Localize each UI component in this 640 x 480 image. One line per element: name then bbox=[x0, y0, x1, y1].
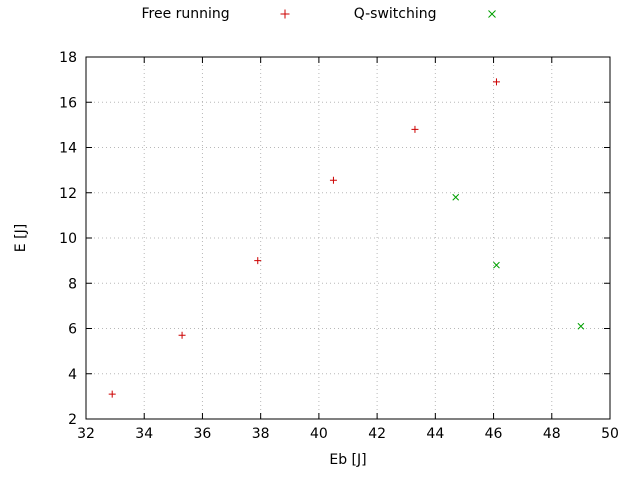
legend-label-q-switching: Q-switching bbox=[353, 6, 437, 22]
data-point-plus bbox=[254, 257, 262, 265]
data-point-x bbox=[452, 193, 460, 201]
x-tick-label: 32 bbox=[77, 426, 95, 442]
data-point-plus bbox=[492, 78, 500, 86]
y-tick-label: 12 bbox=[59, 186, 77, 202]
x-tick-label: 38 bbox=[252, 426, 270, 442]
x-tick-label: 48 bbox=[543, 426, 561, 442]
y-tick-label: 8 bbox=[68, 276, 77, 292]
y-tick-label: 14 bbox=[59, 141, 77, 157]
x-tick-label: 46 bbox=[485, 426, 503, 442]
plus-marker-icon bbox=[280, 9, 290, 19]
x-tick-label: 42 bbox=[368, 426, 386, 442]
x-tick-label: 36 bbox=[194, 426, 212, 442]
x-tick-label: 40 bbox=[310, 426, 328, 442]
y-tick-label: 4 bbox=[68, 367, 77, 383]
data-point-plus bbox=[108, 390, 116, 398]
y-tick-label: 10 bbox=[59, 231, 77, 247]
data-point-x bbox=[577, 322, 585, 330]
legend-label-free-running: Free running bbox=[141, 6, 230, 22]
x-tick-label: 44 bbox=[426, 426, 444, 442]
y-tick-label: 6 bbox=[68, 322, 77, 338]
data-point-plus bbox=[411, 125, 419, 133]
y-tick-label: 16 bbox=[59, 95, 77, 111]
x-tick-label: 50 bbox=[601, 426, 619, 442]
x-axis-label: Eb [J] bbox=[329, 452, 366, 468]
x-marker-icon bbox=[487, 10, 496, 18]
legend-item-q-switching: Q-switching bbox=[354, 6, 499, 22]
data-point-plus bbox=[329, 176, 337, 184]
legend-item-free-running: Free running bbox=[142, 6, 292, 22]
y-tick-label: 2 bbox=[68, 412, 77, 428]
data-point-plus bbox=[178, 331, 186, 339]
plot-border bbox=[85, 56, 611, 420]
x-tick-label: 34 bbox=[135, 426, 153, 442]
y-tick-label: 18 bbox=[59, 50, 77, 66]
chart-legend: Free running Q-switching bbox=[0, 6, 640, 22]
data-point-x bbox=[493, 261, 500, 269]
y-axis-label: E [J] bbox=[13, 224, 29, 252]
